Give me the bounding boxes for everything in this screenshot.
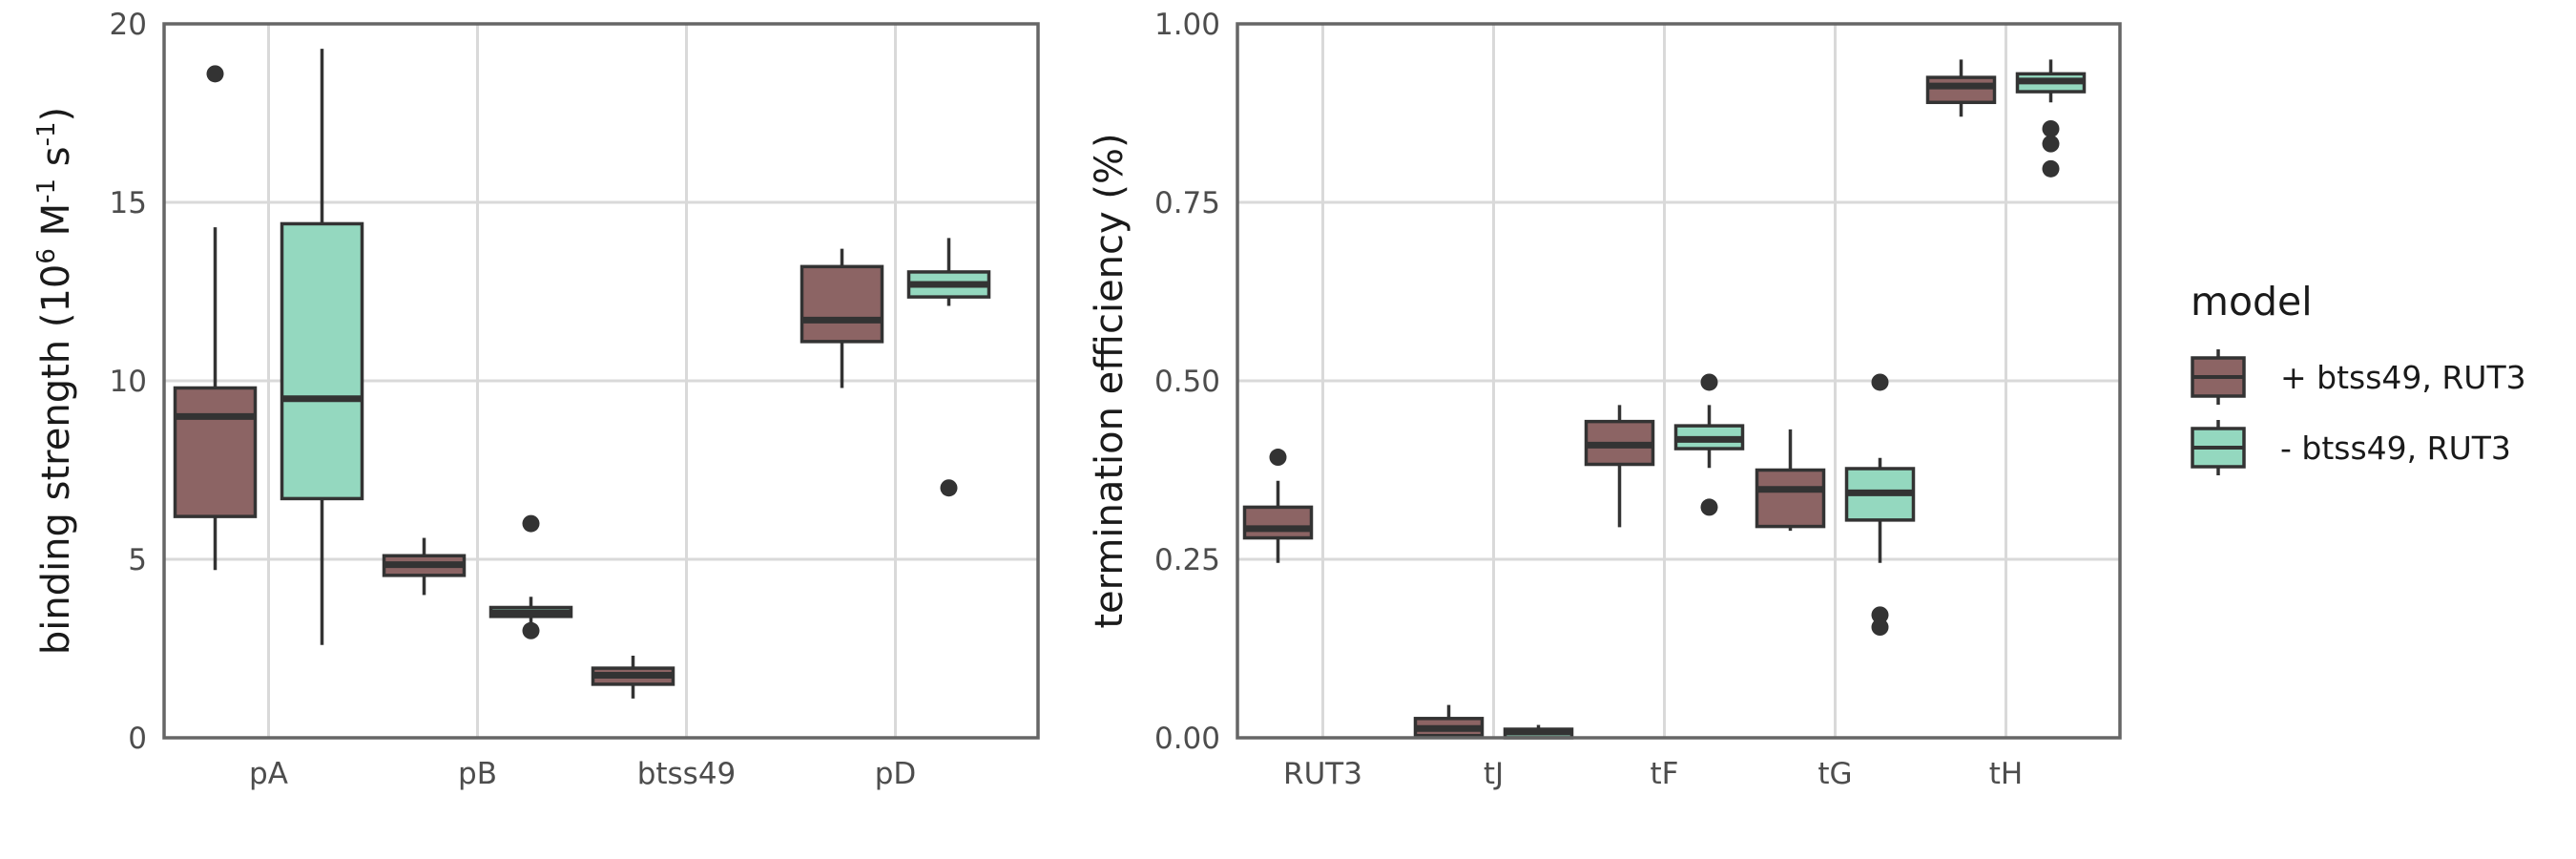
box-pa-minus-iqr	[280, 221, 364, 501]
panel-binding-strength: 0 5 10 15 20 pA pB btss49 pD binding strength (1…	[32, 8, 1040, 791]
box-pa-minus	[280, 49, 364, 645]
box-pb-minus	[488, 514, 573, 639]
y-tick-label-10: 10	[110, 365, 147, 399]
box-th-minus-outlier-0	[2042, 119, 2060, 137]
y-tick-label-0-75: 0.75	[1154, 186, 1220, 220]
grid-right	[1237, 22, 2120, 740]
box-tf-minus	[1673, 373, 1745, 516]
x-tick-label-rut3: RUT3	[1283, 757, 1362, 791]
y-axis-title-right: termination efficiency (%)	[1088, 133, 1132, 628]
box-tg-plus	[1755, 429, 1826, 532]
box-pd-minus-outlier-0	[940, 479, 958, 497]
legend-label-minus: - btss49, RUT3	[2280, 430, 2511, 467]
y-tick-label-5: 5	[128, 543, 147, 577]
plot-frame-left	[162, 22, 1040, 740]
legend-title: model	[2191, 279, 2313, 325]
tick-labels-right: 0.00 0.25 0.50 0.75 1.00 RUT3 tJ tF tG tH	[1154, 8, 2023, 791]
box-pd-minus	[906, 238, 991, 497]
y-axis-title-left: binding strength (106 M-1 s-1)	[32, 107, 78, 655]
boxes-right	[1242, 59, 2087, 740]
box-btss49-plus	[591, 655, 675, 699]
box-tg-minus-outlier-1	[1871, 606, 1889, 624]
box-pb-plus	[382, 537, 467, 596]
tick-labels-left: 0 5 10 15 20 pA pB btss49 pD	[110, 8, 917, 791]
box-tg-minus-outlier-0	[1871, 373, 1889, 391]
legend-label-plus: + btss49, RUT3	[2280, 359, 2526, 396]
y-axis-title-superscript: -1	[32, 178, 61, 203]
box-pb-minus-outlier-1	[522, 621, 540, 639]
y-axis-title-superscript: -1	[32, 121, 61, 146]
box-th-minus-outlier-2	[2042, 159, 2060, 178]
legend-keys	[2191, 349, 2246, 475]
box-tj-plus	[1413, 704, 1485, 738]
box-th-plus	[1925, 59, 1997, 117]
box-th-minus-outlier-1	[2042, 135, 2060, 153]
x-tick-label-tj: tJ	[1484, 757, 1504, 791]
box-th-minus	[2015, 59, 2087, 178]
y-tick-label-0-25: 0.25	[1154, 543, 1220, 577]
box-tg-minus-outlier-2	[1871, 618, 1889, 637]
y-tick-label-0-50: 0.50	[1154, 365, 1220, 399]
boxes-left	[173, 49, 991, 699]
y-axis-title-part: )	[34, 107, 78, 122]
x-tick-label-pa: pA	[249, 757, 288, 791]
x-tick-label-tg: tG	[1818, 757, 1852, 791]
box-pb-minus-outlier-0	[522, 514, 540, 533]
box-tg-minus	[1844, 373, 1916, 637]
legend: model + btss49, RUT3 - btss49, RUT3	[2191, 279, 2526, 475]
y-axis-title-superscript: 6	[32, 248, 61, 264]
y-tick-label-0-00: 0.00	[1154, 722, 1220, 756]
y-axis-title-part: s	[34, 146, 78, 178]
box-tf-plus	[1584, 405, 1655, 528]
box-rut3-plus	[1242, 449, 1314, 563]
plot-frame-right	[1236, 22, 2122, 740]
y-axis-title-part: binding strength (10	[34, 264, 78, 656]
box-pd-plus-iqr	[800, 264, 884, 344]
box-tf-minus-outlier-0	[1700, 373, 1718, 391]
y-tick-label-20: 20	[110, 8, 147, 42]
x-tick-label-th: tH	[1989, 757, 2023, 791]
box-rut3-plus-iqr	[1242, 505, 1314, 540]
box-pa-plus-iqr	[173, 386, 258, 518]
y-tick-label-0: 0	[128, 722, 147, 756]
box-pd-plus	[800, 248, 884, 388]
box-tg-plus-iqr	[1755, 468, 1826, 529]
y-tick-label-1-00: 1.00	[1154, 8, 1220, 42]
box-pa-plus-outlier-0	[206, 65, 224, 83]
box-th-plus-iqr	[1925, 75, 1997, 105]
y-tick-label-15: 15	[110, 186, 147, 220]
box-rut3-plus-outlier-0	[1269, 449, 1287, 467]
box-tf-minus-outlier-1	[1700, 498, 1718, 516]
x-tick-label-tf: tF	[1651, 757, 1679, 791]
x-tick-label-btss49: btss49	[637, 757, 737, 791]
x-tick-label-pd: pD	[875, 757, 917, 791]
box-pa-plus	[173, 65, 258, 571]
panel-termination-efficiency: 0.00 0.25 0.50 0.75 1.00 RUT3 tJ tF tG tH termina…	[1088, 8, 2122, 791]
y-axis-title-part: M	[34, 203, 78, 248]
x-tick-label-pb: pB	[458, 757, 497, 791]
